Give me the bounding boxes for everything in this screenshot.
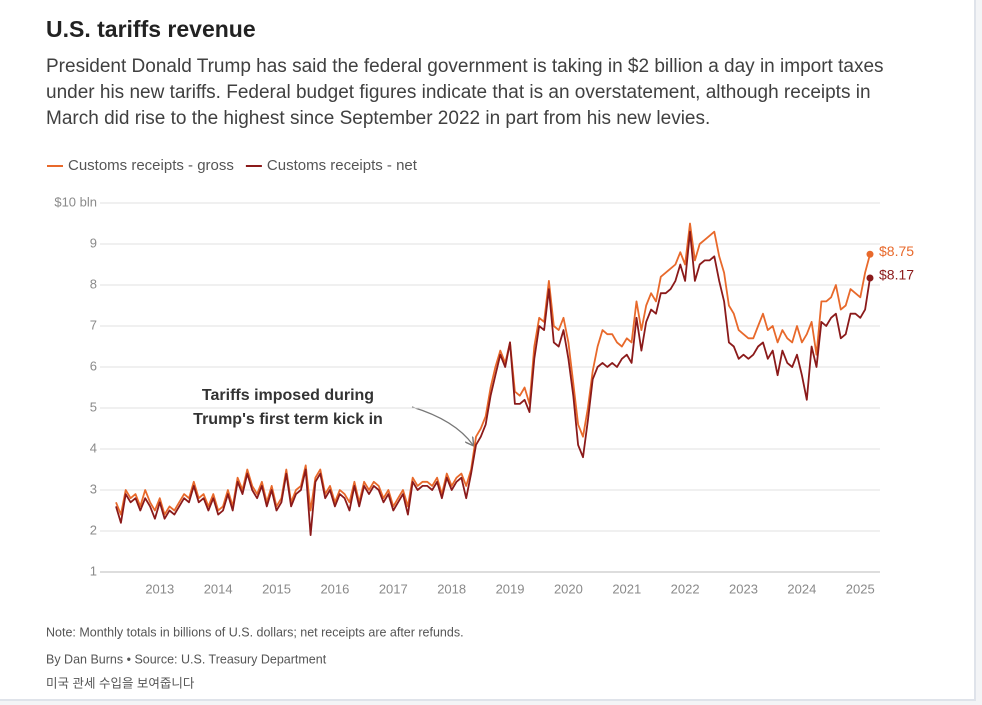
caption: 미국 관세 수입을 보여줍니다 [46, 676, 195, 690]
annotation: Trump's first term kick in [193, 411, 383, 428]
end-point [866, 250, 874, 258]
x-tick-label: 2015 [262, 581, 291, 596]
note: Note: Monthly totals in billions of U.S.… [46, 625, 464, 639]
value-label: $8.75 [879, 243, 914, 259]
y-tick-label: $10 bln [54, 194, 97, 209]
x-tick-label: 2018 [437, 581, 466, 596]
chart-title: U.S. tariffs revenue [46, 16, 256, 42]
y-tick-label: 5 [90, 399, 97, 414]
x-tick-label: 2019 [496, 581, 525, 596]
x-tick-label: 2017 [379, 581, 408, 596]
y-tick-label: 1 [90, 563, 97, 578]
x-tick-label: 2020 [554, 581, 583, 596]
chart-subtitle: President Donald Trump has said the fede… [46, 56, 884, 129]
end-point [866, 274, 874, 282]
y-tick-label: 3 [90, 481, 97, 496]
annotation: Tariffs imposed during [202, 387, 374, 404]
y-tick-label: 8 [90, 276, 97, 291]
y-tick-label: 7 [90, 317, 97, 332]
y-tick-label: 2 [90, 522, 97, 537]
x-tick-label: 2013 [145, 581, 174, 596]
series-line [115, 222, 871, 516]
x-tick-label: 2021 [612, 581, 641, 596]
x-tick-label: 2025 [846, 581, 875, 596]
value-label: $8.17 [879, 267, 914, 283]
y-tick-label: 4 [90, 440, 97, 455]
x-tick-label: 2022 [671, 581, 700, 596]
x-tick-label: 2024 [787, 581, 816, 596]
x-tick-label: 2023 [729, 581, 758, 596]
y-tick-label: 9 [90, 235, 97, 250]
source: By Dan Burns • Source: U.S. Treasury Dep… [46, 652, 327, 666]
x-tick-label: 2014 [204, 581, 233, 596]
legend-label: Customs receipts - net [267, 157, 418, 174]
annotation-arrow [411, 406, 473, 445]
x-tick-label: 2016 [320, 581, 349, 596]
series-line [115, 230, 871, 536]
legend-label: Customs receipts - gross [68, 157, 234, 174]
y-tick-label: 6 [90, 358, 97, 373]
